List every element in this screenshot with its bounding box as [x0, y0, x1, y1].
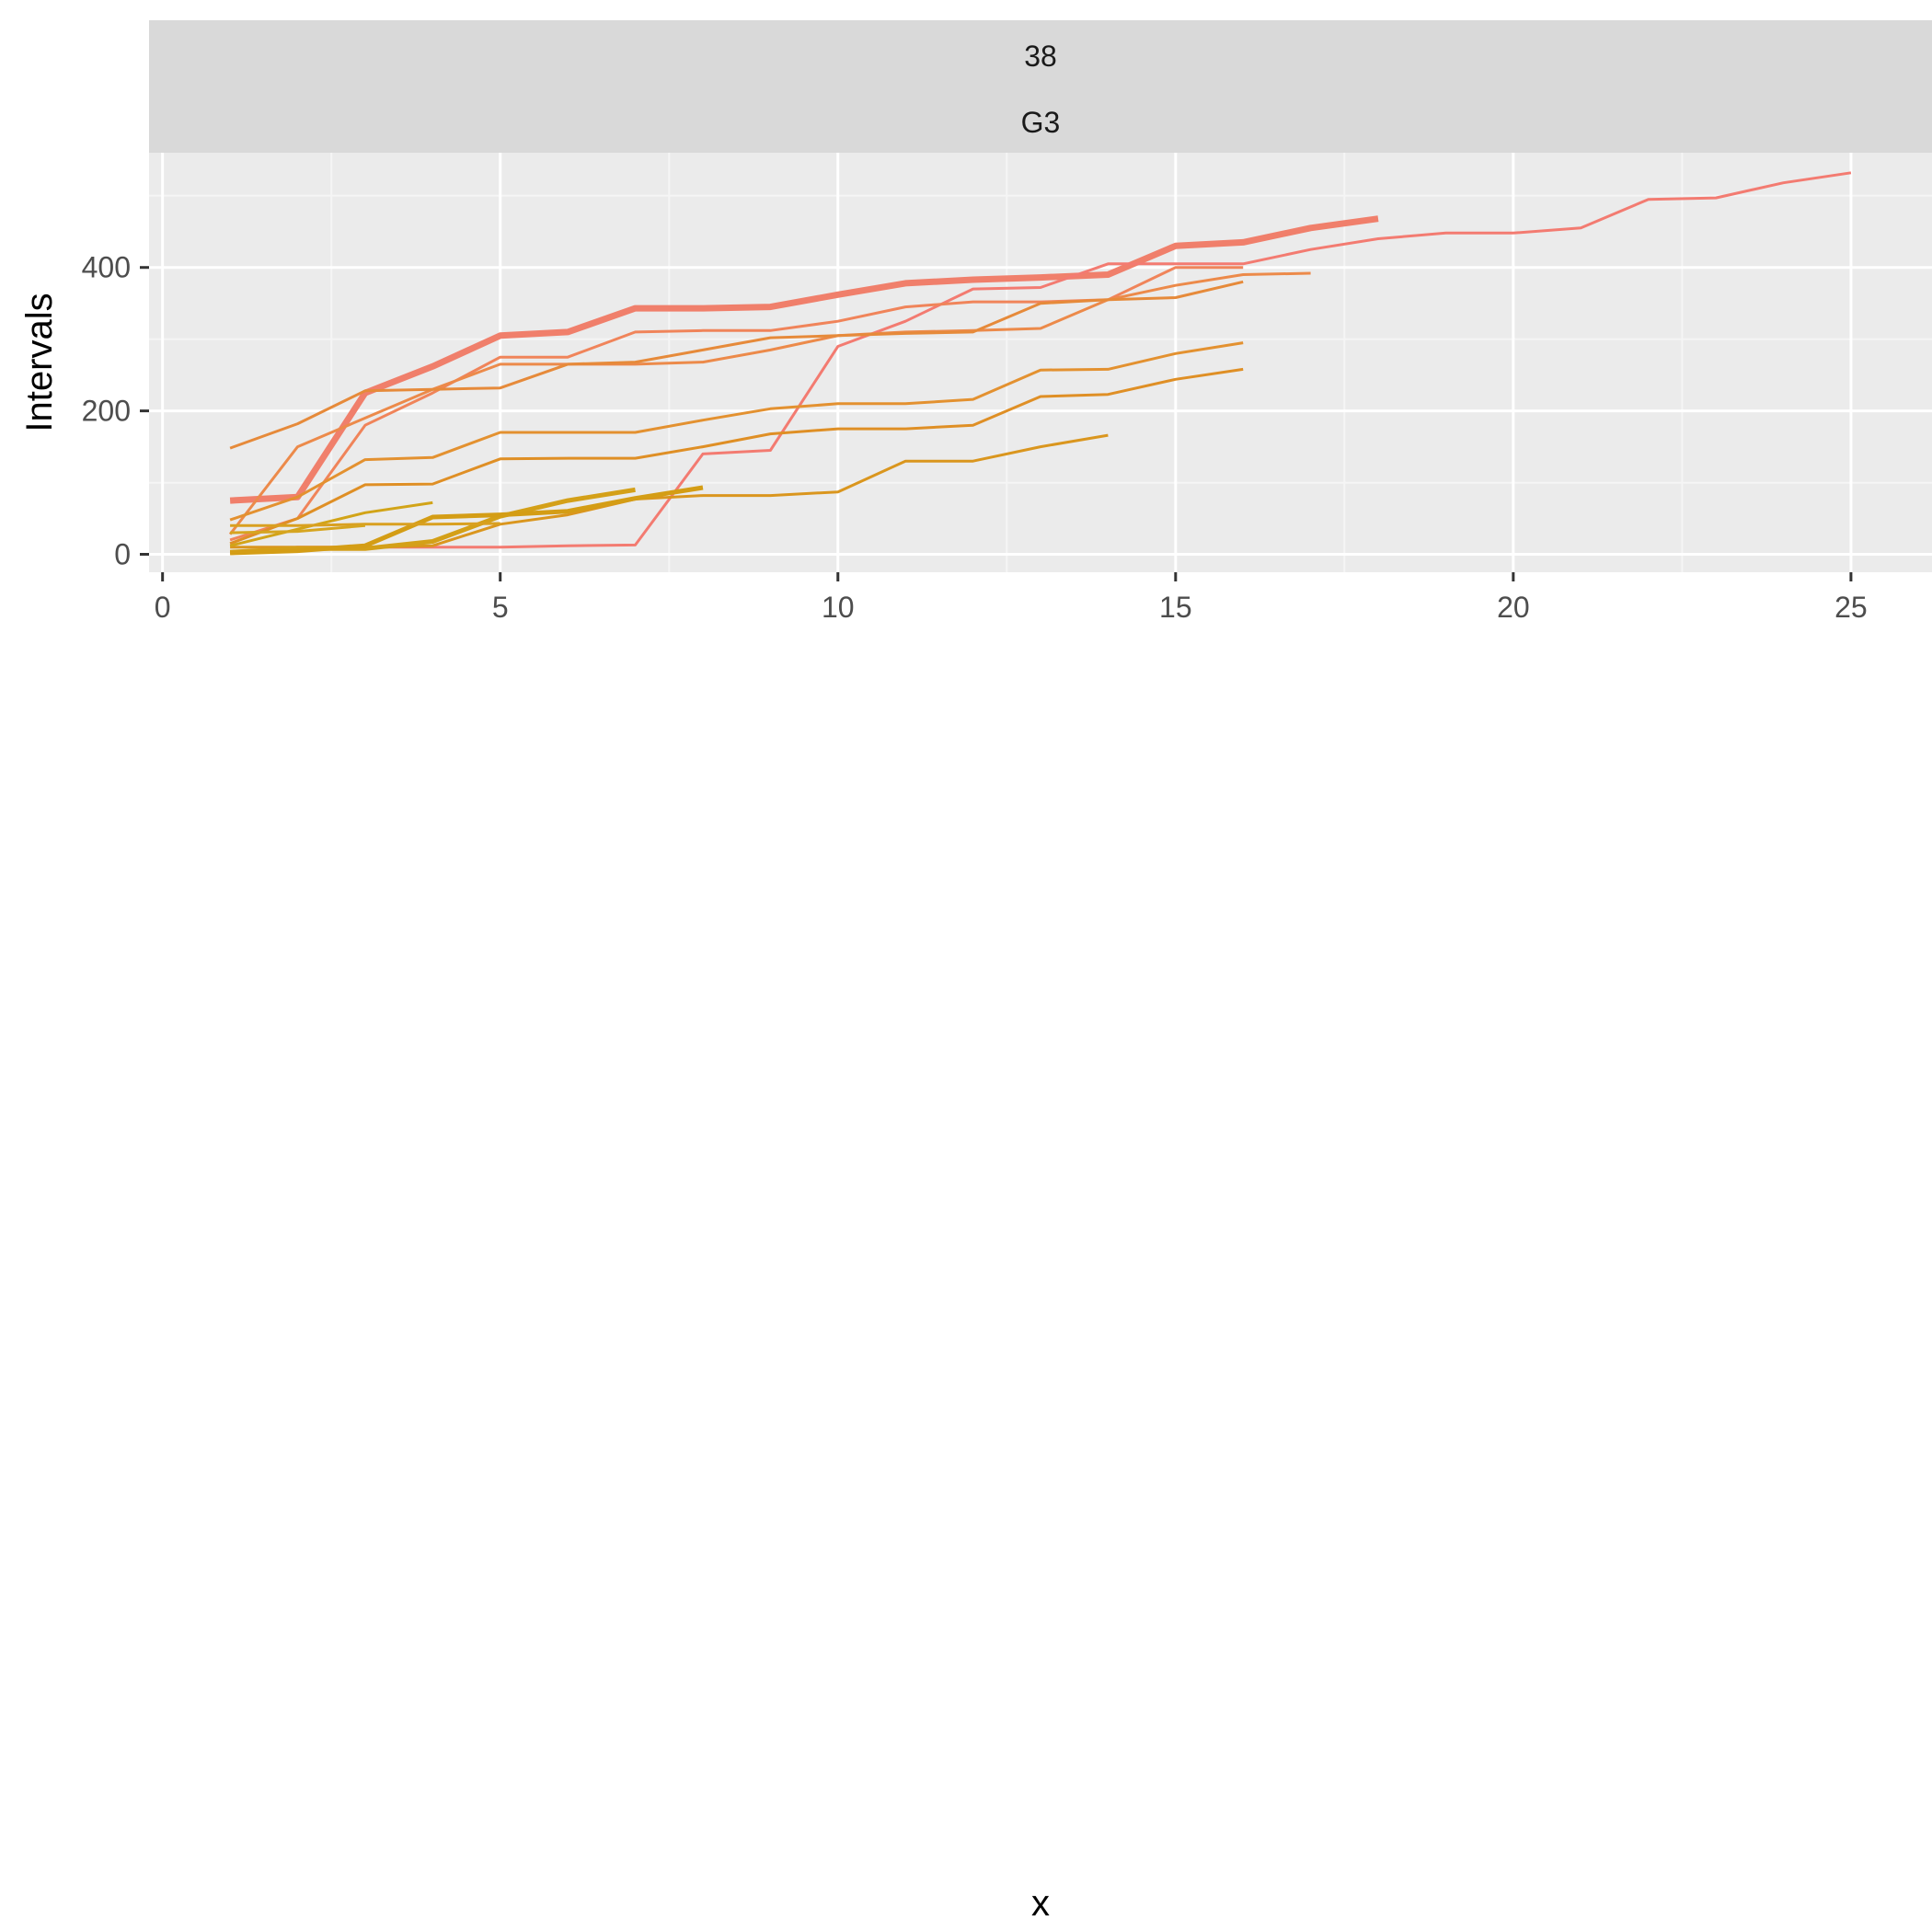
- x-tick-label: 0: [155, 591, 171, 624]
- x-tick-label: 25: [1834, 591, 1868, 624]
- facet-label-top: 38: [1024, 40, 1057, 73]
- plot-panel: [149, 153, 1932, 572]
- axis-ticks: [140, 266, 1853, 581]
- facet-label-bottom: G3: [1021, 106, 1061, 139]
- series-line-11: [229, 500, 433, 547]
- x-tick-label: 10: [822, 591, 855, 624]
- series-line-4: [228, 271, 1311, 535]
- series-line-12: [230, 522, 500, 527]
- y-tick-label: 400: [82, 251, 131, 284]
- grid-major: [149, 153, 1932, 572]
- y-tick-label: 200: [82, 395, 131, 428]
- y-tick-label: 0: [114, 538, 131, 571]
- series-line-1: [229, 215, 1379, 504]
- series-line-7: [229, 367, 1244, 546]
- x-axis-title: x: [1031, 1883, 1050, 1924]
- y-axis-title: Intervals: [19, 293, 60, 431]
- series-line-13: [230, 523, 366, 535]
- x-tick-labels: 0 5 10 15 20 25: [155, 591, 1868, 624]
- strip-background: [149, 20, 1932, 153]
- x-tick-label: 5: [492, 591, 509, 624]
- series-line-2: [229, 171, 1852, 555]
- x-tick-label: 15: [1159, 591, 1192, 624]
- series-line-5: [229, 280, 1244, 450]
- y-tick-labels: 0 200 400: [82, 251, 131, 571]
- series-line-6: [229, 341, 1244, 522]
- series-line-10: [230, 485, 704, 556]
- x-tick-label: 20: [1497, 591, 1530, 624]
- series-layer: [228, 171, 1852, 556]
